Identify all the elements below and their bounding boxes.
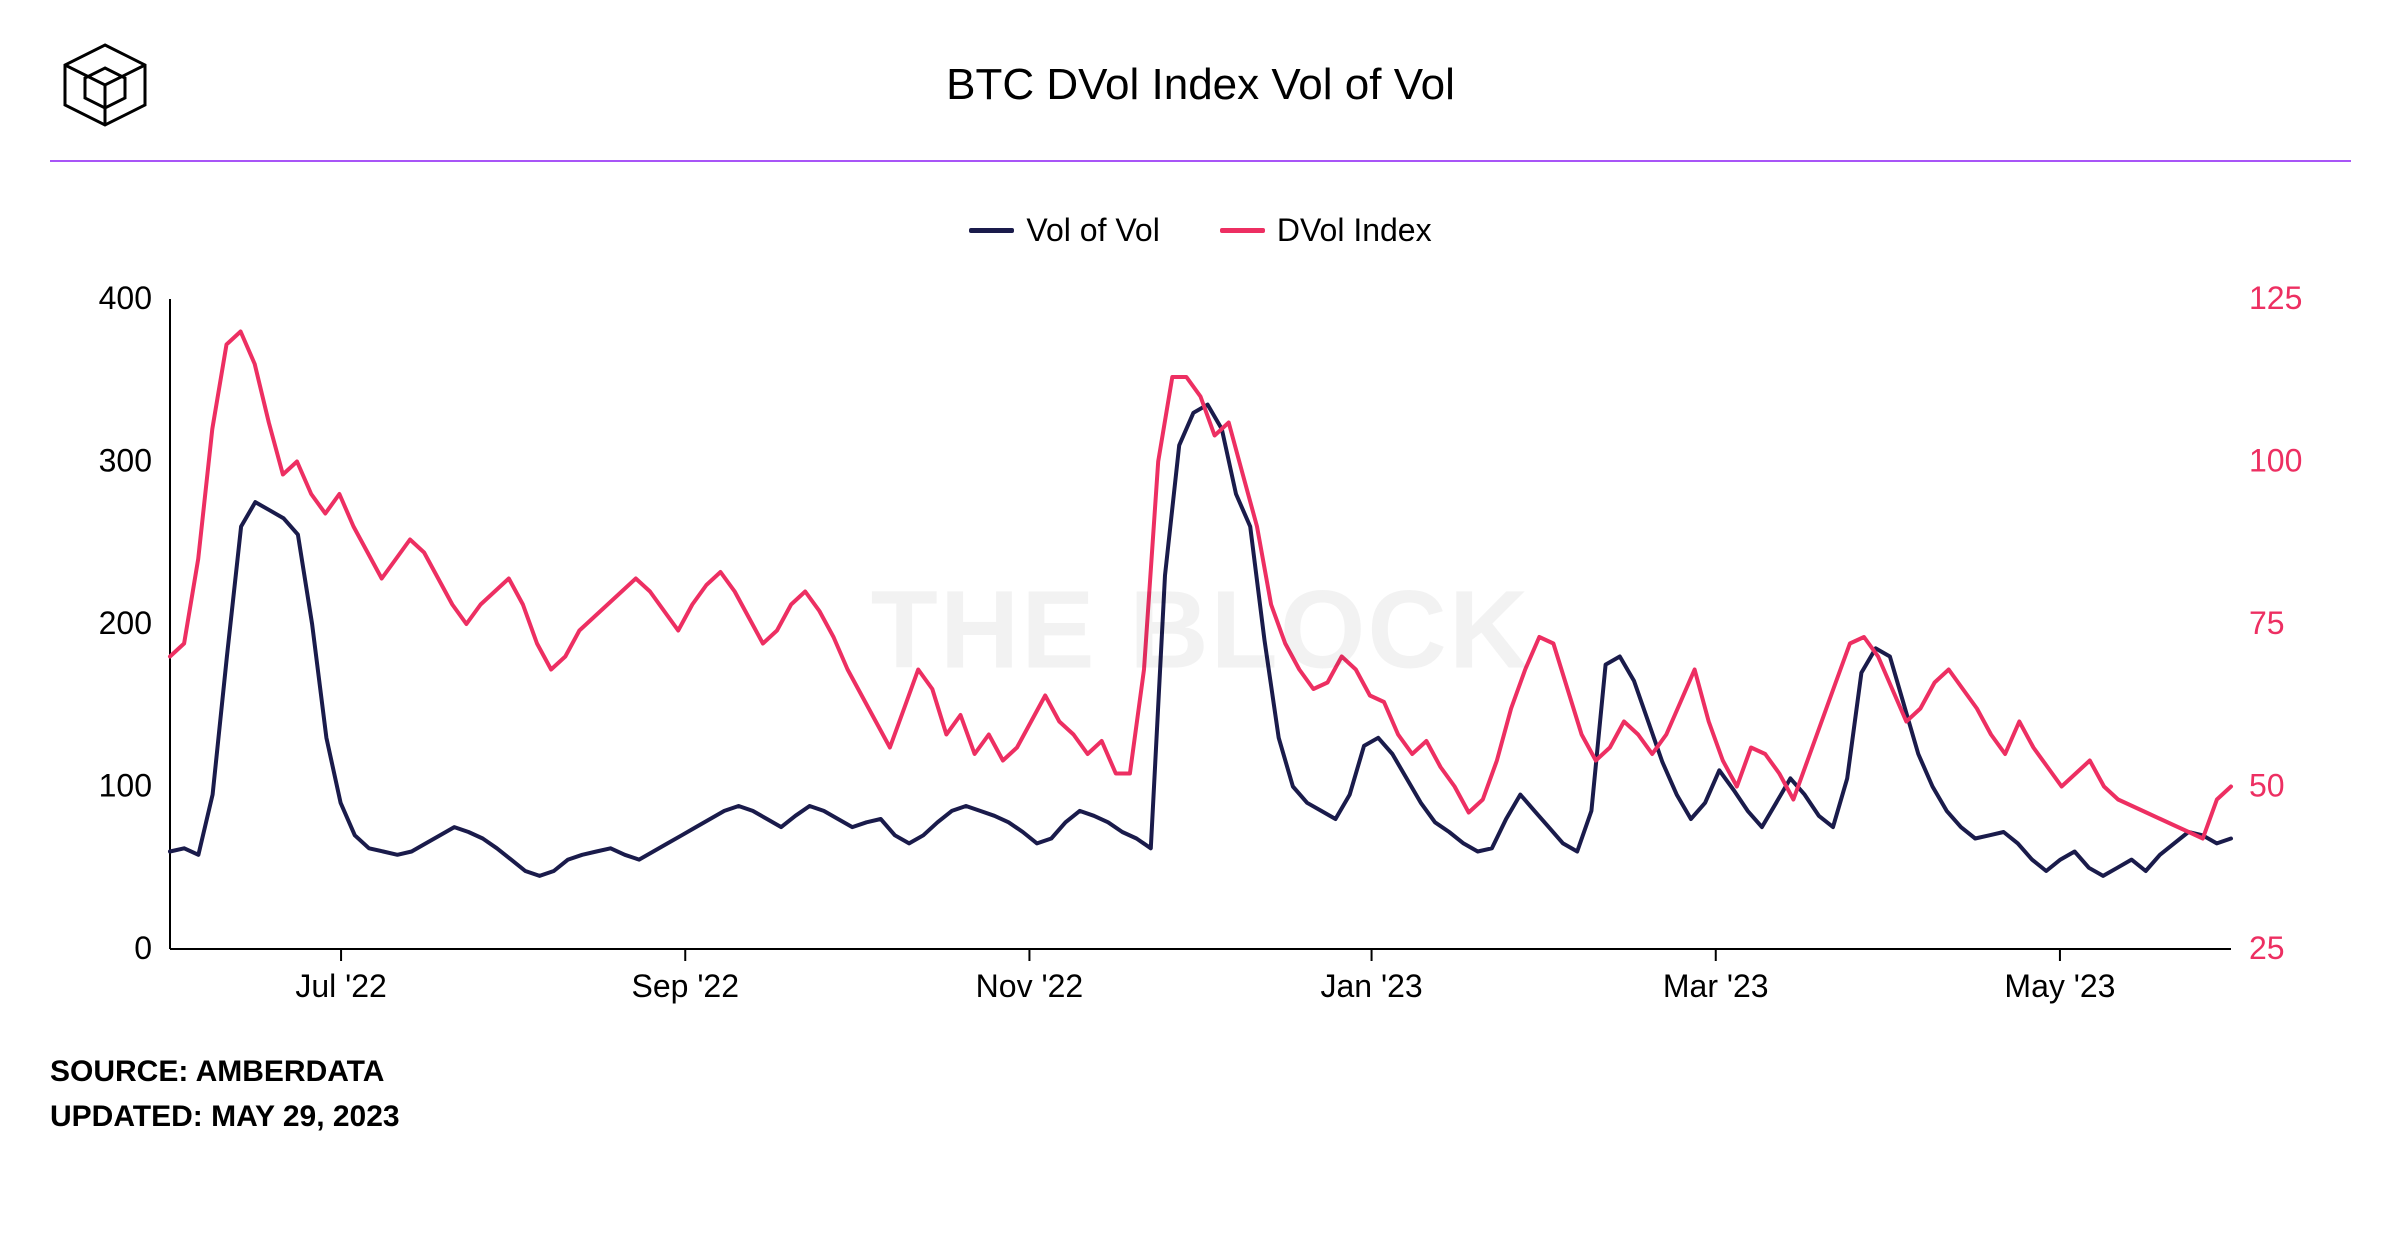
svg-text:100: 100 — [99, 768, 152, 804]
legend-swatch — [1220, 228, 1265, 233]
svg-text:75: 75 — [2249, 605, 2285, 641]
legend-item-dvolindex[interactable]: DVol Index — [1220, 212, 1432, 249]
legend-label: DVol Index — [1277, 212, 1432, 249]
svg-text:Nov '22: Nov '22 — [976, 968, 1084, 1004]
line-chart-svg: 0 100 200 300 400 25 50 75 100 125 Jul '22 Sep '22 N… — [80, 279, 2321, 1019]
chart-header: BTC DVol Index Vol of Vol — [0, 0, 2401, 160]
svg-text:May '23: May '23 — [2004, 968, 2115, 1004]
svg-text:25: 25 — [2249, 930, 2285, 966]
svg-text:200: 200 — [99, 605, 152, 641]
chart-legend: Vol of Vol DVol Index — [0, 162, 2401, 279]
updated-line: UPDATED: MAY 29, 2023 — [50, 1094, 2351, 1139]
svg-text:Jan '23: Jan '23 — [1320, 968, 1422, 1004]
chart-title: BTC DVol Index Vol of Vol — [50, 60, 2351, 110]
legend-swatch — [969, 228, 1014, 233]
legend-label: Vol of Vol — [1026, 212, 1159, 249]
svg-text:100: 100 — [2249, 443, 2302, 479]
svg-text:Jul '22: Jul '22 — [295, 968, 387, 1004]
chart-footer: SOURCE: AMBERDATA UPDATED: MAY 29, 2023 — [0, 1019, 2401, 1139]
svg-text:300: 300 — [99, 443, 152, 479]
legend-item-volofvol[interactable]: Vol of Vol — [969, 212, 1159, 249]
svg-text:125: 125 — [2249, 280, 2302, 316]
svg-text:50: 50 — [2249, 768, 2285, 804]
svg-text:Sep '22: Sep '22 — [631, 968, 739, 1004]
chart-plot-area: THE BLOCK 0100200300400255075100125Jul '… — [80, 279, 2321, 1019]
svg-text:400: 400 — [99, 280, 152, 316]
source-line: SOURCE: AMBERDATA — [50, 1049, 2351, 1094]
svg-text:0: 0 — [134, 930, 152, 966]
svg-text:Mar '23: Mar '23 — [1663, 968, 1769, 1004]
